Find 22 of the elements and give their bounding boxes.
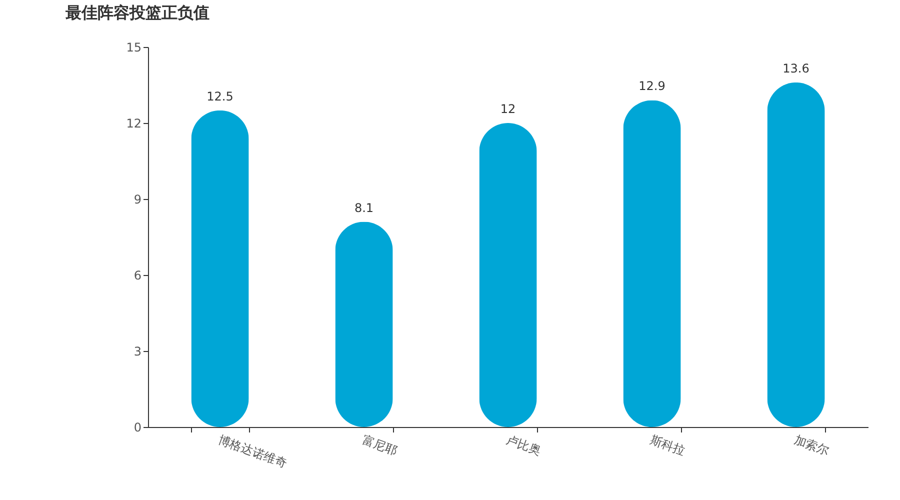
- data-label: 12.5: [206, 89, 234, 104]
- bar: [623, 100, 681, 427]
- bar: [335, 222, 393, 427]
- data-label: 12.9: [638, 79, 666, 94]
- x-tick-label: 斯科拉: [648, 432, 688, 458]
- data-label: 12: [500, 102, 516, 116]
- x-tick-label: 卢比奥: [504, 432, 544, 458]
- y-tick-label: 0: [134, 420, 142, 434]
- x-tick-label: 加索尔: [792, 432, 832, 458]
- chart-title: 最佳阵容投篮正负值: [64, 3, 210, 22]
- y-tick-label: 3: [134, 344, 142, 358]
- x-tick-label: 富尼耶: [360, 432, 400, 458]
- data-label: 13.6: [782, 61, 810, 76]
- x-tick-label: 博格达诺维奇: [216, 432, 289, 470]
- data-label: 8.1: [354, 200, 374, 215]
- y-tick-label: 9: [134, 192, 142, 206]
- y-tick-label: 6: [134, 268, 142, 282]
- bar: [767, 82, 825, 427]
- bar: [479, 123, 537, 427]
- y-tick-label: 15: [126, 40, 142, 54]
- y-tick-label: 12: [126, 116, 142, 130]
- bar: [191, 110, 249, 427]
